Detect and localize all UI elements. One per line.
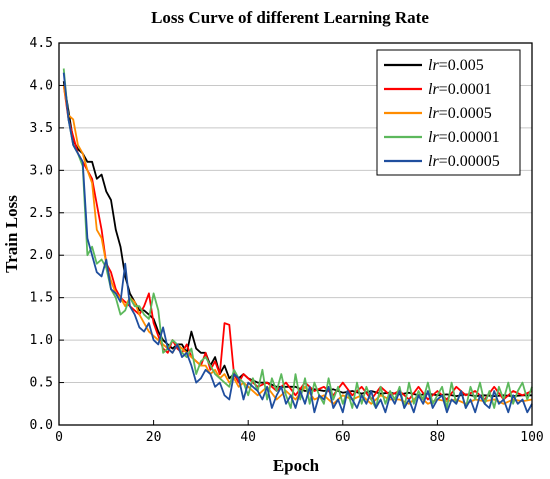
y-tick-label: 3.0 xyxy=(30,163,53,178)
y-tick-label: 2.5 xyxy=(30,206,53,221)
plot-frame xyxy=(58,42,533,426)
x-tick-label: 80 xyxy=(430,430,446,445)
series-line-3 xyxy=(62,68,533,409)
axis-ticks xyxy=(58,42,533,426)
y-tick-label: 3.5 xyxy=(30,121,53,136)
x-tick-label: 20 xyxy=(146,430,162,445)
y-tick-label: 4.5 xyxy=(30,36,53,51)
y-tick-label: 1.0 xyxy=(30,333,53,348)
series-lines xyxy=(62,68,533,414)
x-tick-label: 40 xyxy=(240,430,256,445)
y-tick-label: 1.5 xyxy=(30,291,53,306)
legend-label-4: lr=0.00005 xyxy=(428,153,500,170)
legend: lr=0.005 lr=0.0001 lr=0.0005 lr=0.00001 lr=0… xyxy=(376,49,521,176)
x-tick-label: 100 xyxy=(520,430,543,445)
y-tick-label: 0.5 xyxy=(30,376,53,391)
y-tick-label: 0.0 xyxy=(30,418,53,433)
x-tick-label: 60 xyxy=(335,430,351,445)
grid-lines xyxy=(59,84,532,384)
y-tick-label: 2.0 xyxy=(30,248,53,263)
legend-label-0: lr=0.005 xyxy=(428,57,484,74)
series-line-4 xyxy=(62,72,533,414)
tick-labels: 0.0 0.5 1.0 1.5 2.0 2.5 3.0 3.5 4.0 4.5 0 20 40 60 80 1… xyxy=(30,36,544,445)
legend-label-1: lr=0.0001 xyxy=(428,81,492,98)
chart-title: Loss Curve of different Learning Rate xyxy=(151,8,429,27)
legend-label-2: lr=0.0005 xyxy=(428,105,492,122)
y-tick-label: 4.0 xyxy=(30,78,53,93)
x-tick-label: 0 xyxy=(55,430,63,445)
legend-label-3: lr=0.00001 xyxy=(428,129,500,146)
y-axis-label: Train Loss xyxy=(2,195,21,273)
series-line-1 xyxy=(62,85,533,401)
x-axis-label: Epoch xyxy=(273,456,320,475)
